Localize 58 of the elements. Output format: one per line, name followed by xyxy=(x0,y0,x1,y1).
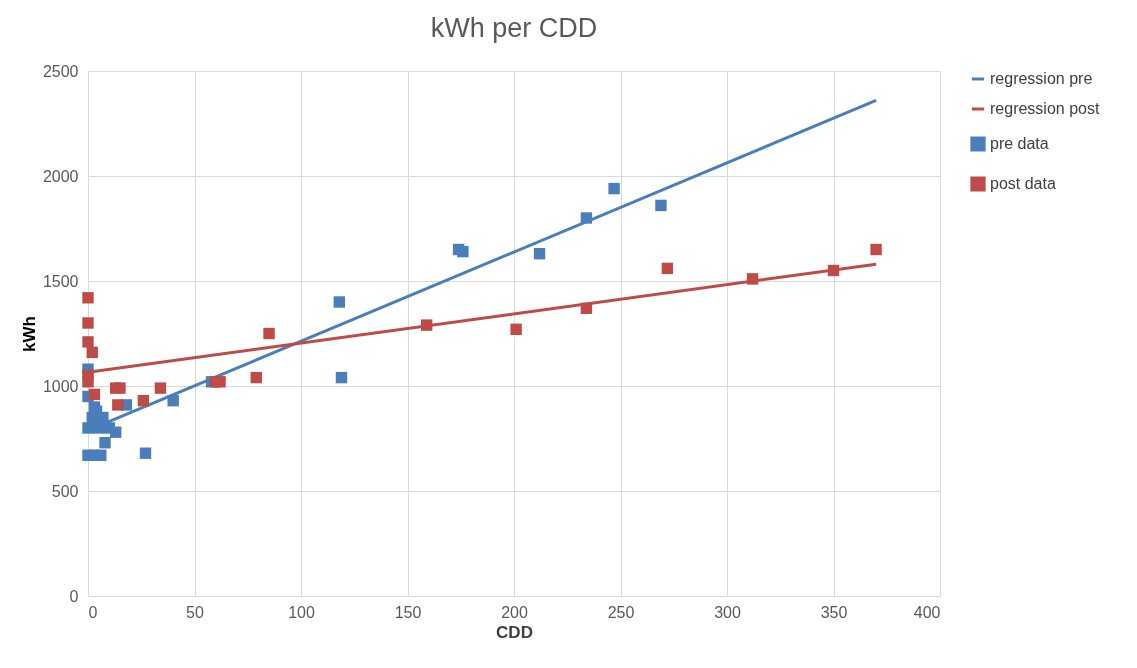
y-tick-label: 1500 xyxy=(42,272,79,290)
point xyxy=(746,273,759,285)
x-tick-label: 350 xyxy=(820,603,848,621)
point xyxy=(661,262,674,275)
point xyxy=(250,371,262,384)
x-tick-label: 250 xyxy=(607,603,635,621)
y-tick-label: 2500 xyxy=(42,62,79,80)
point xyxy=(95,449,107,461)
point xyxy=(88,401,101,413)
point xyxy=(608,182,620,195)
point xyxy=(139,447,152,459)
point xyxy=(114,382,126,394)
legend-label: post data xyxy=(990,175,1056,192)
y-axis-title: kWh xyxy=(19,316,39,352)
x-tick-label: 300 xyxy=(714,603,741,621)
x-tick-label: 50 xyxy=(186,603,204,621)
point xyxy=(82,317,94,329)
point xyxy=(137,395,150,407)
x-tick-label: 400 xyxy=(913,603,941,621)
point xyxy=(82,422,94,434)
point xyxy=(112,399,124,411)
point xyxy=(82,336,94,348)
x-tick-label: 100 xyxy=(288,603,315,621)
y-tick-label: 0 xyxy=(69,587,79,605)
point xyxy=(88,388,101,401)
point xyxy=(263,327,275,340)
point xyxy=(82,292,94,304)
x-tick-label: 150 xyxy=(394,603,422,621)
point xyxy=(333,296,346,308)
y-tick-label: 500 xyxy=(51,482,79,500)
legend-label: regression pre xyxy=(990,70,1093,87)
point xyxy=(580,302,593,314)
point xyxy=(99,437,111,449)
point xyxy=(86,346,98,359)
point xyxy=(580,212,593,224)
point xyxy=(870,243,882,256)
point xyxy=(655,199,667,212)
x-axis-title: CDD xyxy=(496,622,533,642)
y-tick-label: 2000 xyxy=(42,167,79,185)
point xyxy=(154,382,167,394)
point xyxy=(510,323,522,335)
x-tick-label: 0 xyxy=(88,603,98,621)
point xyxy=(97,411,109,424)
point xyxy=(92,422,105,434)
legend-label: pre data xyxy=(990,135,1049,152)
point xyxy=(82,376,94,388)
point xyxy=(533,248,546,260)
point xyxy=(457,245,469,258)
point xyxy=(109,426,122,438)
x-tick-label: 200 xyxy=(501,603,528,621)
point xyxy=(214,376,226,388)
legend-label: regression post xyxy=(990,100,1100,117)
point xyxy=(167,395,179,407)
point xyxy=(420,319,433,331)
point xyxy=(335,371,348,384)
chart-title: kWh per CDD xyxy=(430,13,598,43)
point xyxy=(827,264,840,277)
y-tick-label: 1000 xyxy=(42,377,79,395)
